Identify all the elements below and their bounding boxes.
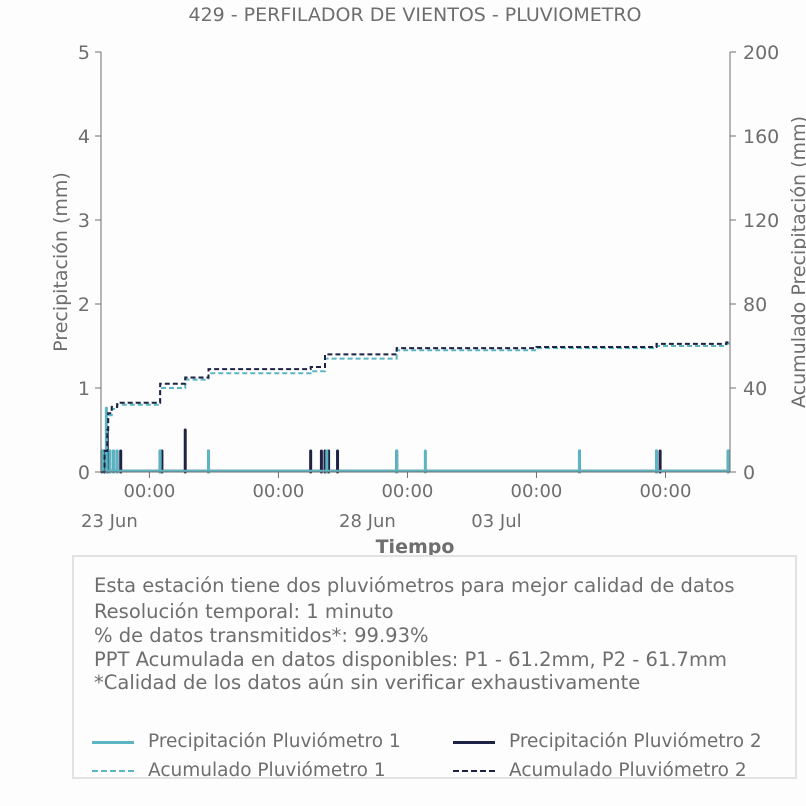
y2-tick-label: 80 (743, 294, 767, 316)
p1-bar-series (101, 406, 730, 474)
y2-tick-label: 160 (743, 126, 779, 148)
p1-accumulated-line (101, 342, 730, 473)
legend-swatch-p2-bar (453, 741, 495, 744)
chart-axes: 0 1 2 3 4 5 0 40 80 120 160 200 00:00 23 Jun 00:00 00:0… (78, 42, 779, 532)
legend-swatch-p1-bar (92, 741, 134, 744)
x-tick-label: 00:00 (511, 481, 563, 502)
info-line: *Calidad de los datos aún sin verificar … (94, 671, 641, 694)
x-date-label: 23 Jun (81, 511, 138, 532)
legend-swatch-p1-acc (92, 770, 134, 772)
legend-label-p1-acc: Acumulado Pluviómetro 1 (148, 760, 386, 781)
y-tick-label: 0 (78, 462, 90, 484)
y-axis-label: Precipitación (mm) (50, 172, 72, 352)
y-tick-label: 4 (78, 126, 90, 148)
x-tick-label: 00:00 (381, 481, 433, 502)
info-line: Resolución temporal: 1 minuto (94, 600, 394, 623)
x-date-label: 28 Jun (339, 511, 396, 532)
legend-swatch-p2-acc (453, 770, 495, 772)
x-date-label: 03 Jul (471, 511, 521, 532)
y2-tick-label: 40 (743, 378, 767, 400)
legend-label-p1-bar: Precipitación Pluviómetro 1 (148, 731, 401, 752)
accumulated-series (101, 341, 730, 473)
x-tick-label: 00:00 (123, 481, 175, 502)
y2-tick-label: 200 (743, 42, 779, 64)
x-tick-label: 00:00 (640, 481, 692, 502)
y-tick-label: 1 (78, 378, 90, 400)
info-line: PPT Acumulada en datos disponibles: P1 -… (94, 648, 727, 671)
info-panel: Esta estación tiene dos pluviómetros par… (72, 555, 797, 781)
p2-bar-series (100, 428, 730, 474)
x-axis-label: Tiempo (376, 536, 455, 558)
y2-tick-label: 120 (743, 210, 779, 232)
p2-accumulated-line (101, 341, 730, 473)
legend-label-p2-acc: Acumulado Pluviómetro 2 (509, 760, 747, 781)
y-tick-label: 5 (78, 42, 90, 64)
x-tick-label: 00:00 (252, 481, 304, 502)
y-tick-label: 3 (78, 210, 90, 232)
chart-title: 429 - PERFILADOR DE VIENTOS - PLUVIOMETR… (188, 4, 641, 26)
y-tick-label: 2 (78, 294, 90, 316)
y2-axis-label: Acumulado Precipitación (mm) (788, 116, 806, 408)
info-line: % de datos transmitidos*: 99.93% (94, 624, 429, 647)
legend-label-p2-bar: Precipitación Pluviómetro 2 (509, 731, 762, 752)
y2-tick-label: 0 (743, 462, 755, 484)
precipitation-chart: 429 - PERFILADOR DE VIENTOS - PLUVIOMETR… (50, 4, 806, 558)
info-line: Esta estación tiene dos pluviómetros par… (94, 574, 735, 597)
